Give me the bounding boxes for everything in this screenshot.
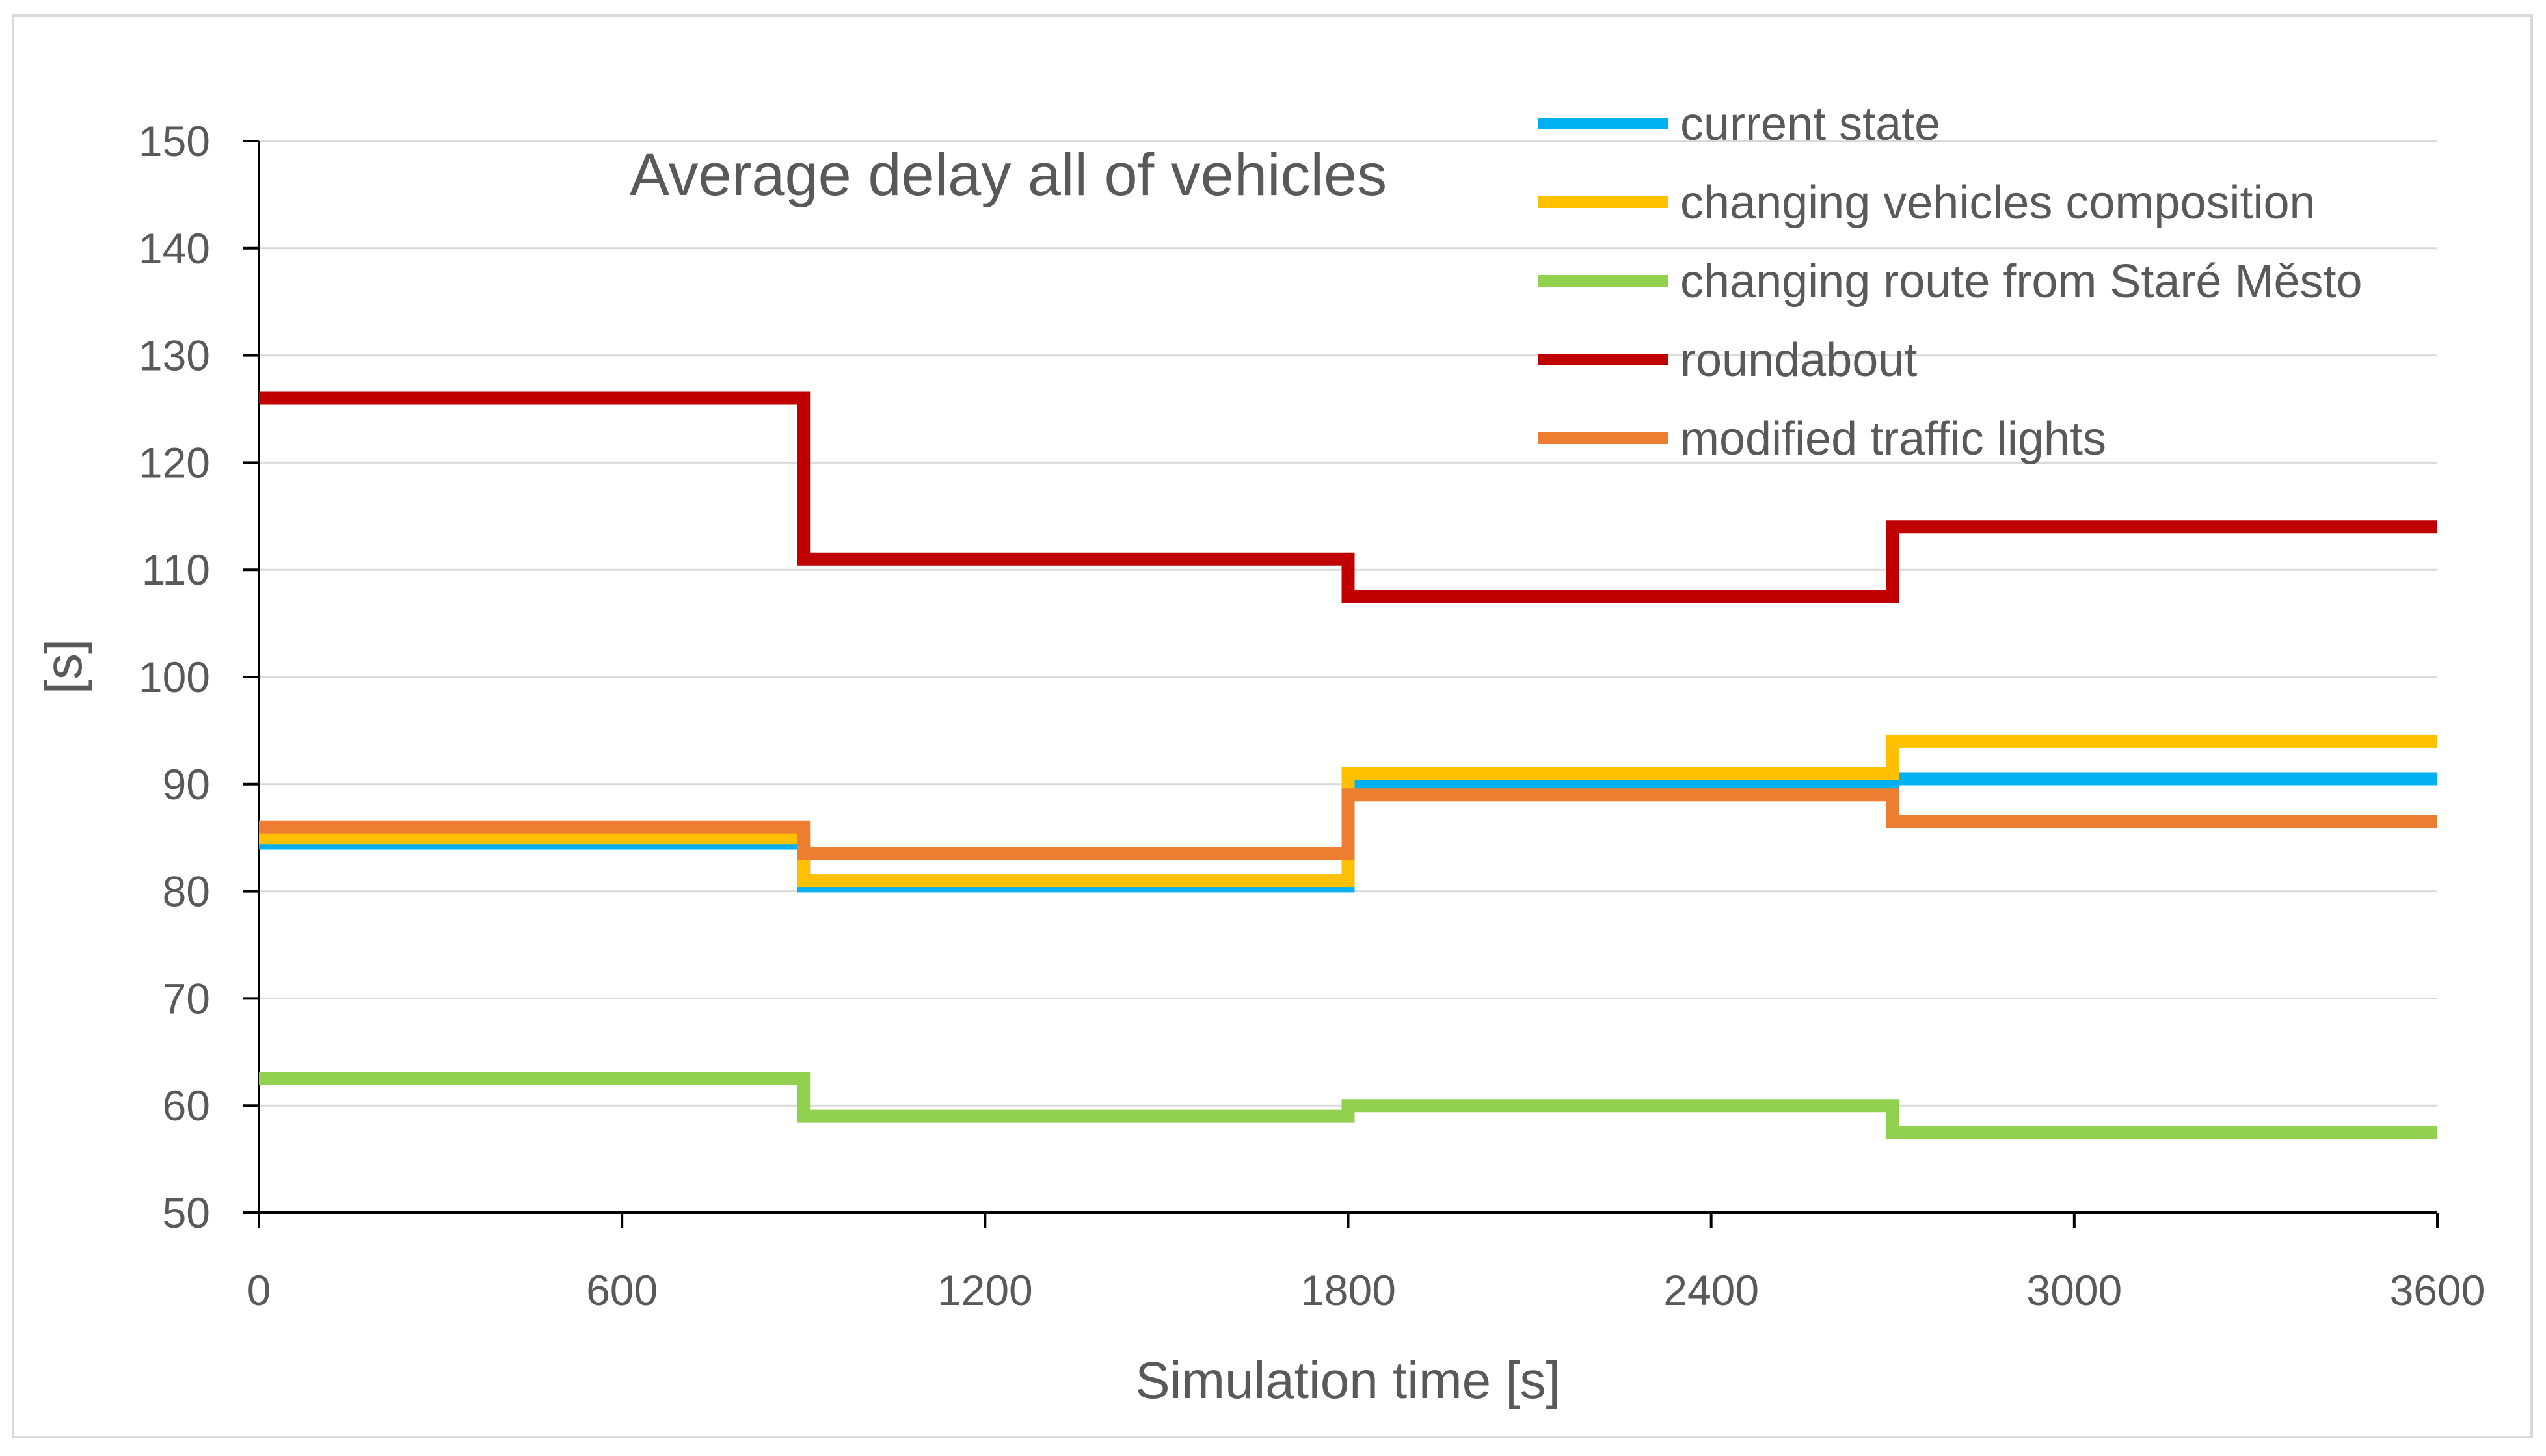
y-tick-label: 90 <box>163 760 210 808</box>
legend-item[interactable]: changing vehicles composition <box>1538 177 2316 229</box>
x-axis-title: Simulation time [s] <box>1135 1351 1561 1409</box>
legend-label: roundabout <box>1680 334 1917 386</box>
x-tick-label: 2400 <box>1663 1266 1759 1314</box>
y-tick-label: 110 <box>142 546 210 594</box>
x-tick-label: 3600 <box>2390 1266 2486 1314</box>
y-tick-label: 100 <box>139 653 210 701</box>
x-tick-label: 0 <box>247 1266 271 1314</box>
y-tick-label: 120 <box>139 438 210 486</box>
y-tick-label: 50 <box>163 1189 210 1237</box>
y-tick-label: 60 <box>163 1081 210 1130</box>
legend[interactable]: current state changing vehicles compositi… <box>1538 98 2363 465</box>
x-tick-label: 1800 <box>1300 1266 1396 1314</box>
y-tick-label: 150 <box>139 117 210 165</box>
x-tick-label: 600 <box>586 1266 658 1314</box>
legend-item[interactable]: modified traffic lights <box>1538 413 2106 465</box>
legend-item[interactable]: current state <box>1538 98 1940 150</box>
chart-title: Average delay all of vehicles <box>630 142 1387 208</box>
series-line-4 <box>259 788 2437 860</box>
series-line-2 <box>259 1072 2437 1139</box>
gridlines <box>259 140 2437 1107</box>
series-lines <box>259 391 2437 1139</box>
x-tick-label: 3000 <box>2026 1266 2122 1314</box>
series-line-3 <box>259 391 2437 603</box>
chart-frame <box>12 14 2533 1438</box>
y-tick-label: 70 <box>163 974 210 1022</box>
legend-item[interactable]: roundabout <box>1538 334 1917 386</box>
legend-item[interactable]: changing route from Staré Město <box>1538 256 2363 308</box>
x-tick-label: 1200 <box>937 1266 1033 1314</box>
legend-label: changing route from Staré Město <box>1680 256 2363 308</box>
y-ticks: 50 60 70 80 90 100 110 120 130 140 150 <box>139 117 259 1237</box>
legend-label: modified traffic lights <box>1680 413 2106 465</box>
legend-label: current state <box>1680 98 1940 150</box>
x-ticks: 0 600 1200 1800 2400 3000 3600 <box>247 1213 2486 1314</box>
y-tick-label: 140 <box>139 224 210 272</box>
y-axis-title: [s] <box>34 639 92 694</box>
y-tick-label: 130 <box>139 332 210 380</box>
y-tick-label: 80 <box>163 867 210 916</box>
legend-label: changing vehicles composition <box>1680 177 2316 229</box>
